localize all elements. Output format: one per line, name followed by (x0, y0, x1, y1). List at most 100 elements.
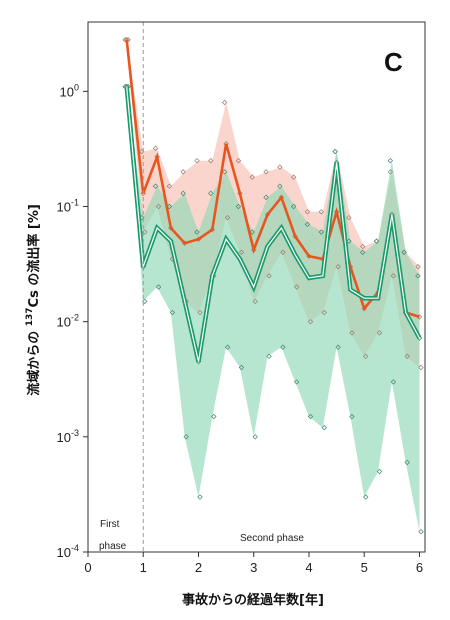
observation-point (373, 238, 380, 244)
observation-point (321, 425, 327, 431)
observation-point (418, 364, 424, 371)
observation-point (252, 298, 258, 305)
observation-point (332, 148, 338, 155)
observation-point (293, 284, 300, 290)
observation-point (266, 353, 272, 360)
observation-point (266, 273, 272, 279)
observation-point (152, 145, 159, 152)
x-tick-label: 4 (305, 560, 312, 575)
observation-point (390, 273, 397, 279)
observation-point (142, 298, 148, 305)
observation-point (263, 194, 269, 201)
observation-point (321, 309, 327, 316)
observation-point (155, 203, 162, 210)
observation-point (224, 344, 231, 350)
x-tick-label: 1 (140, 560, 147, 575)
observation-point (263, 169, 269, 175)
y-axis: 10-4 10-3 10-2 10-1 100 (57, 82, 88, 560)
observation-point (404, 459, 410, 466)
x-tick-label: 2 (195, 560, 202, 575)
observation-point (346, 238, 352, 244)
observation-point (415, 273, 421, 279)
observation-point (318, 209, 324, 215)
observation-point (208, 190, 214, 197)
observation-point (280, 344, 286, 350)
x-tick-label: 6 (416, 560, 423, 575)
line-series-2-highlight (126, 86, 421, 362)
y-tick-label: 10-4 (57, 543, 79, 560)
panel-letter: C (384, 47, 403, 77)
y-tick-label: 10-3 (57, 428, 79, 445)
observation-point (360, 243, 366, 250)
observation-point (349, 413, 355, 420)
observation-point (155, 284, 162, 290)
observation-point (401, 249, 407, 256)
y-tick-label: 10-2 (57, 313, 79, 330)
observation-point (168, 225, 174, 231)
x-tick-label: 0 (84, 560, 91, 575)
observation-point (335, 264, 341, 270)
observation-point (169, 309, 176, 316)
observation-point (387, 157, 394, 164)
observation-point (387, 169, 394, 175)
first-phase-label-line1: First (100, 519, 120, 530)
y-tick-label: 10-1 (57, 198, 79, 215)
observation-point (363, 353, 369, 360)
observation-point (249, 229, 255, 235)
second-phase-label: Second phase (240, 533, 304, 544)
uncertainty-bands (126, 39, 420, 532)
observation-point (376, 330, 383, 336)
observation-point (280, 249, 286, 256)
observation-point (252, 434, 258, 440)
observation-point (277, 183, 283, 189)
observation-point (290, 174, 297, 180)
observation-point (238, 364, 245, 371)
observation-point (404, 353, 410, 360)
observation-point (221, 169, 228, 175)
observation-point (197, 494, 203, 500)
plot-frame (87, 21, 426, 553)
observation-point (224, 214, 231, 221)
y-tick-label: 100 (60, 82, 79, 99)
observation-point (211, 413, 217, 420)
observation-point (249, 174, 255, 180)
observation-point (235, 203, 242, 210)
observation-point (346, 214, 352, 221)
first-phase-label-line2: phase (99, 541, 127, 552)
observation-point (277, 164, 283, 170)
observation-point (208, 157, 214, 164)
y-axis-title: 流域からの 137Cs の流出率 [%] (25, 204, 42, 396)
observation-point (304, 209, 311, 215)
band-series-2 (126, 86, 420, 532)
observation-point (318, 229, 324, 235)
x-axis-title: 事故からの経過年数[年] (182, 592, 324, 608)
x-tick-label: 5 (361, 560, 368, 575)
observation-point (238, 249, 245, 256)
observation-point (166, 183, 173, 189)
observation-point (209, 226, 215, 233)
x-tick-label: 3 (250, 560, 257, 575)
observation-point (183, 434, 189, 440)
observation-point (335, 344, 341, 350)
observation-point (221, 99, 228, 106)
observation-point (363, 494, 369, 500)
observation-point (197, 309, 203, 316)
observation-point (390, 379, 397, 385)
observation-point (349, 330, 355, 336)
observation-point (152, 183, 159, 189)
observation-point (194, 229, 200, 235)
observation-point (290, 203, 297, 210)
observation-point (180, 169, 186, 175)
observation-point (415, 264, 421, 270)
observation-point (304, 221, 311, 228)
observation-point (418, 529, 424, 535)
observation-point (235, 157, 242, 164)
observation-point (180, 190, 186, 197)
observation-point (360, 249, 366, 256)
observation-point (194, 157, 200, 164)
observation-point (307, 318, 314, 325)
observation-point (307, 413, 314, 420)
observation-point (293, 379, 300, 385)
observation-point (376, 468, 383, 475)
